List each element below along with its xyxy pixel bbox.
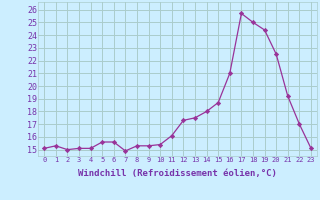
X-axis label: Windchill (Refroidissement éolien,°C): Windchill (Refroidissement éolien,°C) xyxy=(78,169,277,178)
